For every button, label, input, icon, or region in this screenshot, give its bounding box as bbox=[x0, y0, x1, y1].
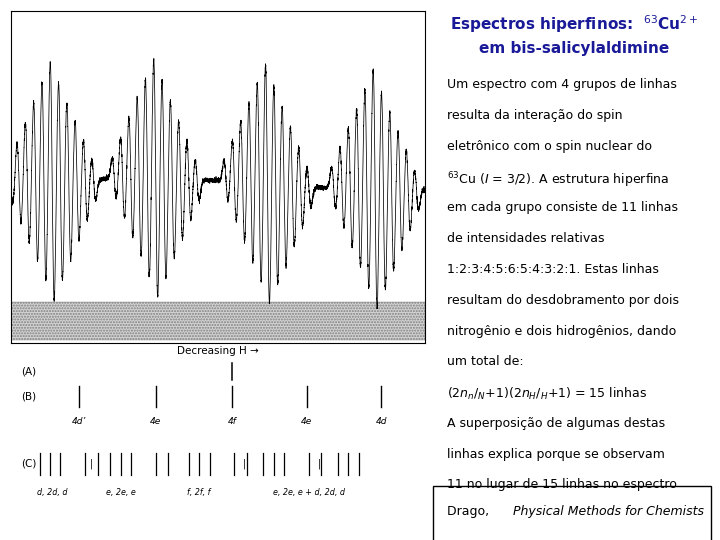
Text: resulta da interação do spin: resulta da interação do spin bbox=[446, 109, 622, 122]
Text: 4d: 4d bbox=[376, 417, 387, 426]
Text: 11 no lugar de 15 linhas no espectro: 11 no lugar de 15 linhas no espectro bbox=[446, 478, 677, 491]
Text: em bis-salicylaldimine: em bis-salicylaldimine bbox=[479, 40, 670, 56]
Text: |: | bbox=[318, 458, 321, 469]
Text: 4e: 4e bbox=[150, 417, 161, 426]
FancyBboxPatch shape bbox=[433, 486, 711, 540]
Text: 4e: 4e bbox=[301, 417, 312, 426]
Text: d, 2d, d: d, 2d, d bbox=[37, 488, 68, 497]
Text: e, 2e, e + d, 2d, d: e, 2e, e + d, 2d, d bbox=[273, 488, 345, 497]
Text: (A): (A) bbox=[21, 366, 36, 376]
Text: Um espectro com 4 grupos de linhas: Um espectro com 4 grupos de linhas bbox=[446, 78, 677, 91]
Text: eletrônico com o spin nuclear do: eletrônico com o spin nuclear do bbox=[446, 140, 652, 153]
Text: resultam do desdobramento por dois: resultam do desdobramento por dois bbox=[446, 294, 679, 307]
Text: linhas explica porque se observam: linhas explica porque se observam bbox=[446, 448, 665, 461]
Text: |: | bbox=[243, 458, 246, 469]
Text: $^{63}$Cu ($I$ = 3/2). A estrutura hiperfina: $^{63}$Cu ($I$ = 3/2). A estrutura hiper… bbox=[446, 171, 669, 190]
Text: Physical Methods for Chemists: Physical Methods for Chemists bbox=[513, 505, 704, 518]
Text: em cada grupo consiste de 11 linhas: em cada grupo consiste de 11 linhas bbox=[446, 201, 678, 214]
Text: |: | bbox=[90, 458, 93, 469]
Text: 4d’: 4d’ bbox=[72, 417, 86, 426]
Text: Espectros hiperfinos:  $^{63}$Cu$^{2+}$: Espectros hiperfinos: $^{63}$Cu$^{2+}$ bbox=[450, 14, 698, 35]
Text: e, 2e, e: e, 2e, e bbox=[106, 488, 135, 497]
Text: 4f: 4f bbox=[228, 417, 237, 426]
Text: de intensidades relativas: de intensidades relativas bbox=[446, 232, 604, 245]
Text: 1:2:3:4:5:6:5:4:3:2:1. Estas linhas: 1:2:3:4:5:6:5:4:3:2:1. Estas linhas bbox=[446, 263, 659, 276]
Text: Decreasing H →: Decreasing H → bbox=[177, 346, 258, 356]
Text: A superposição de algumas destas: A superposição de algumas destas bbox=[446, 417, 665, 430]
Bar bbox=[11, 302, 425, 340]
Text: Drago,: Drago, bbox=[446, 505, 492, 518]
Text: (C): (C) bbox=[21, 458, 37, 469]
Text: f, 2f, f: f, 2f, f bbox=[187, 488, 211, 497]
Text: nitrogênio e dois hidrogênios, dando: nitrogênio e dois hidrogênios, dando bbox=[446, 325, 676, 338]
Text: $(2n_n/_{N}$+1)$(2n_H/_{H}$+1) = 15 linhas: $(2n_n/_{N}$+1)$(2n_H/_{H}$+1) = 15 linh… bbox=[446, 386, 647, 402]
Text: um total de:: um total de: bbox=[446, 355, 523, 368]
Text: (B): (B) bbox=[21, 392, 36, 402]
Text: |: | bbox=[166, 458, 170, 469]
